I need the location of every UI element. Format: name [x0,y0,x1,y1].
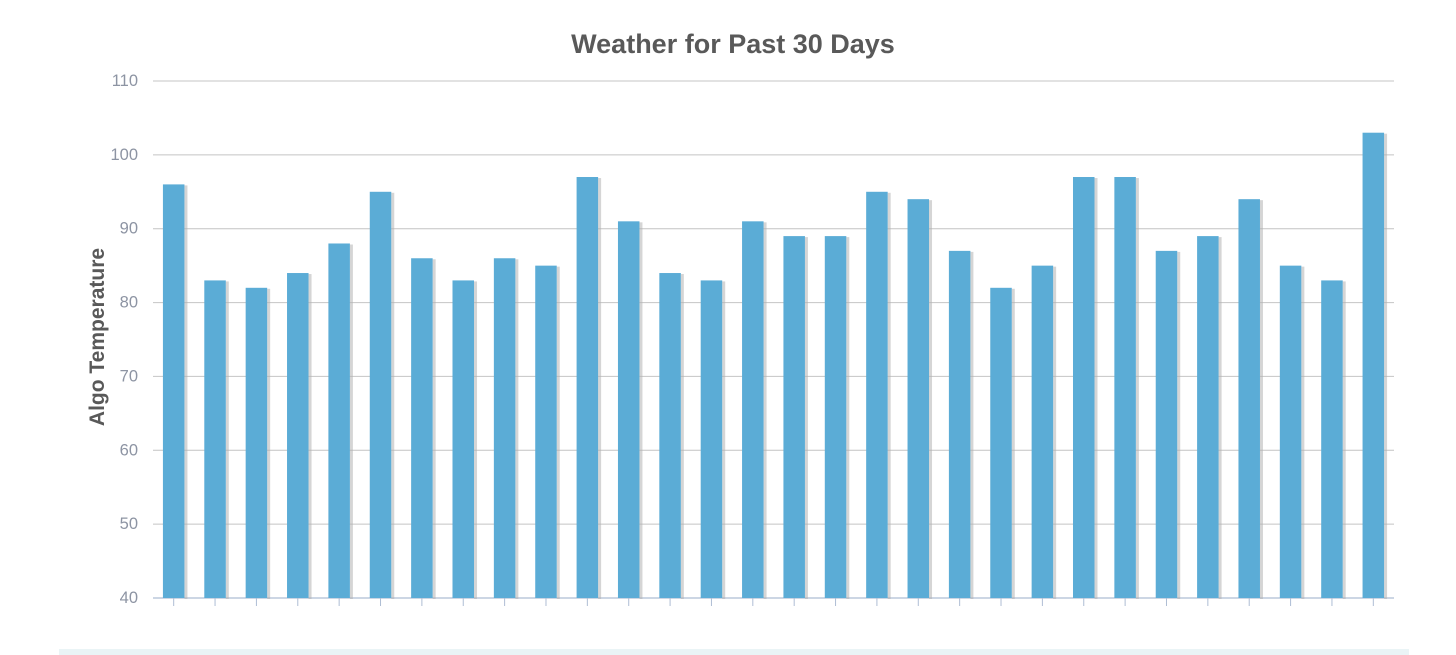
svg-text:100: 100 [110,146,138,164]
svg-text:110: 110 [112,72,138,90]
svg-text:90: 90 [120,220,138,238]
svg-text:70: 70 [120,367,138,385]
svg-text:80: 80 [120,294,138,312]
svg-text:40: 40 [120,589,138,607]
svg-text:60: 60 [120,441,138,459]
svg-text:50: 50 [120,515,138,533]
